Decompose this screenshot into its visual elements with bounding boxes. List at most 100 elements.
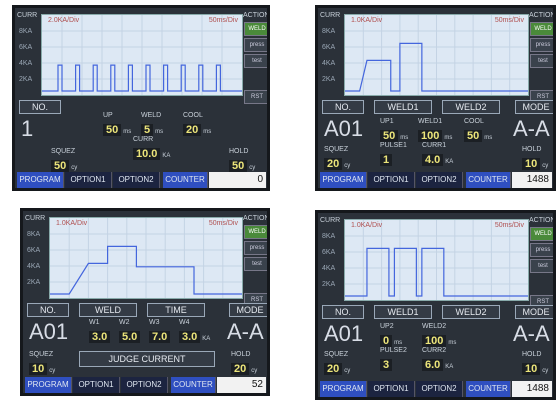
section-tab[interactable]: TIME	[147, 303, 205, 317]
scale-label: 2.0KA/Div	[48, 17, 80, 24]
action-button[interactable]: WELD	[244, 225, 267, 239]
counter-label[interactable]: COUNTER	[466, 172, 511, 188]
field-value-row: 10.0 KA	[133, 144, 170, 162]
action-button[interactable]: RST	[244, 90, 267, 104]
field-value-row: 10 cy	[522, 359, 548, 377]
action-button[interactable]: press	[244, 241, 267, 255]
footer-tab[interactable]: OPTION2	[121, 377, 168, 393]
action-button[interactable]: press	[530, 38, 553, 52]
action-button[interactable]: WELD	[530, 22, 553, 36]
y-tick-label: 4KA	[322, 60, 336, 67]
y-tick-label: 4KA	[27, 263, 41, 270]
section-tab[interactable]: WELD1	[374, 100, 432, 114]
footer-tab[interactable]: PROGRAM	[320, 172, 367, 188]
waveform	[345, 15, 528, 95]
action-button[interactable]: WELD	[530, 227, 553, 241]
action-button[interactable]: test	[244, 257, 267, 271]
field-label: UP1	[380, 118, 394, 125]
field-label: PULSE1	[380, 142, 407, 149]
mode-label: MODE	[229, 303, 267, 317]
action-button[interactable]: test	[244, 54, 267, 68]
field-value-row: 5.0	[119, 327, 141, 345]
y-tick-label: 2KA	[19, 76, 33, 83]
program-number: A01	[29, 319, 69, 344]
field-label: SQUEZ	[51, 148, 76, 155]
device-screen: 1.0KA/Div 50ms/Div CURR 8KA 6KA 4KA 2KA ACTION W…	[315, 5, 556, 191]
y-tick-label: 6KA	[19, 44, 33, 51]
field-label: UP2	[380, 323, 394, 330]
field-value: 5.0	[119, 331, 141, 343]
action-button[interactable]: press	[530, 243, 553, 257]
field-label: COOL	[183, 112, 203, 119]
field-value-row: 100 ms	[418, 126, 452, 144]
footer-tab[interactable]: OPTION2	[416, 172, 463, 188]
waveform-chart: 1.0KA/Div 50ms/Div	[344, 219, 529, 301]
waveform-line	[345, 42, 528, 92]
field-value-row: 6.0 KA	[422, 355, 453, 373]
action-title: ACTION	[243, 12, 270, 19]
action-button[interactable]: press	[244, 38, 267, 52]
counter-label[interactable]: COUNTER	[171, 377, 216, 393]
footer-tab[interactable]: OPTION2	[113, 172, 160, 188]
action-title: ACTION	[243, 215, 270, 222]
mode-label: MODE	[515, 100, 553, 114]
waveform-chart: 1.0KA/Div 50ms/Div	[344, 14, 529, 96]
field-value-row: 3	[380, 355, 393, 373]
field-label: W2	[119, 319, 130, 326]
counter-label[interactable]: COUNTER	[466, 381, 511, 397]
field-value: 4.0	[422, 154, 444, 166]
footer-tab[interactable]: PROGRAM	[17, 172, 64, 188]
field-label: SQUEZ	[324, 351, 349, 358]
time-label: 50ms/Div	[208, 17, 238, 24]
waveform-chart: 2.0KA/Div 50ms/Div	[41, 14, 243, 96]
y-tick-label: 6KA	[322, 249, 336, 256]
counter-value: 1488	[512, 381, 552, 397]
waveform-line	[345, 247, 528, 297]
footer-tab[interactable]: OPTION1	[368, 381, 415, 397]
program-number: A01	[324, 321, 364, 346]
field-value: 10.0	[133, 148, 161, 160]
field-unit: cy	[249, 165, 256, 171]
field-label: UP	[103, 112, 113, 119]
waveform	[345, 220, 528, 300]
field-value: 3	[380, 359, 393, 371]
mode-value: A-A	[513, 116, 550, 141]
section-tab[interactable]: WELD1	[374, 305, 432, 319]
action-button[interactable]: WELD	[244, 22, 267, 36]
footer-tab[interactable]: PROGRAM	[320, 381, 367, 397]
field-label: HOLD	[522, 146, 542, 153]
footer-tab[interactable]: OPTION1	[368, 172, 415, 188]
field-value-row: 3.0 KA	[179, 327, 210, 345]
field-value-row: 100 ms	[422, 331, 456, 349]
footer-tab[interactable]: OPTION1	[73, 377, 120, 393]
field-label: CURR2	[422, 347, 447, 354]
footer-tab[interactable]: OPTION2	[416, 381, 463, 397]
section-tab[interactable]: WELD	[79, 303, 137, 317]
counter-label[interactable]: COUNTER	[163, 172, 208, 188]
section-tab[interactable]: WELD2	[442, 100, 500, 114]
field-value-row: 1	[380, 150, 393, 168]
field-value: 100	[418, 130, 443, 142]
waveform-line	[42, 64, 242, 92]
footer-tab[interactable]: PROGRAM	[25, 377, 72, 393]
y-tick-label: 4KA	[19, 60, 33, 67]
time-label: 50ms/Div	[208, 220, 238, 227]
field-label: W4	[179, 319, 190, 326]
section-tab[interactable]: WELD2	[442, 305, 500, 319]
field-value-row: 50 cy	[51, 156, 77, 174]
field-unit: cy	[344, 163, 351, 169]
action-button[interactable]: test	[530, 259, 553, 273]
counter-value: 52	[217, 377, 266, 393]
field-value-row: 20 cy	[231, 359, 257, 377]
field-unit: ms	[203, 129, 212, 135]
field-value-row: 0 ms	[380, 331, 402, 349]
waveform	[50, 218, 242, 298]
field-unit: ms	[448, 340, 457, 346]
action-button[interactable]: test	[530, 54, 553, 68]
y-tick-label: 6KA	[322, 44, 336, 51]
no-label: NO.	[322, 100, 364, 114]
footer-tab[interactable]: OPTION1	[65, 172, 112, 188]
field-value-row: 3.0	[89, 327, 111, 345]
y-tick-label: 6KA	[27, 247, 41, 254]
field-value: 6.0	[422, 359, 444, 371]
